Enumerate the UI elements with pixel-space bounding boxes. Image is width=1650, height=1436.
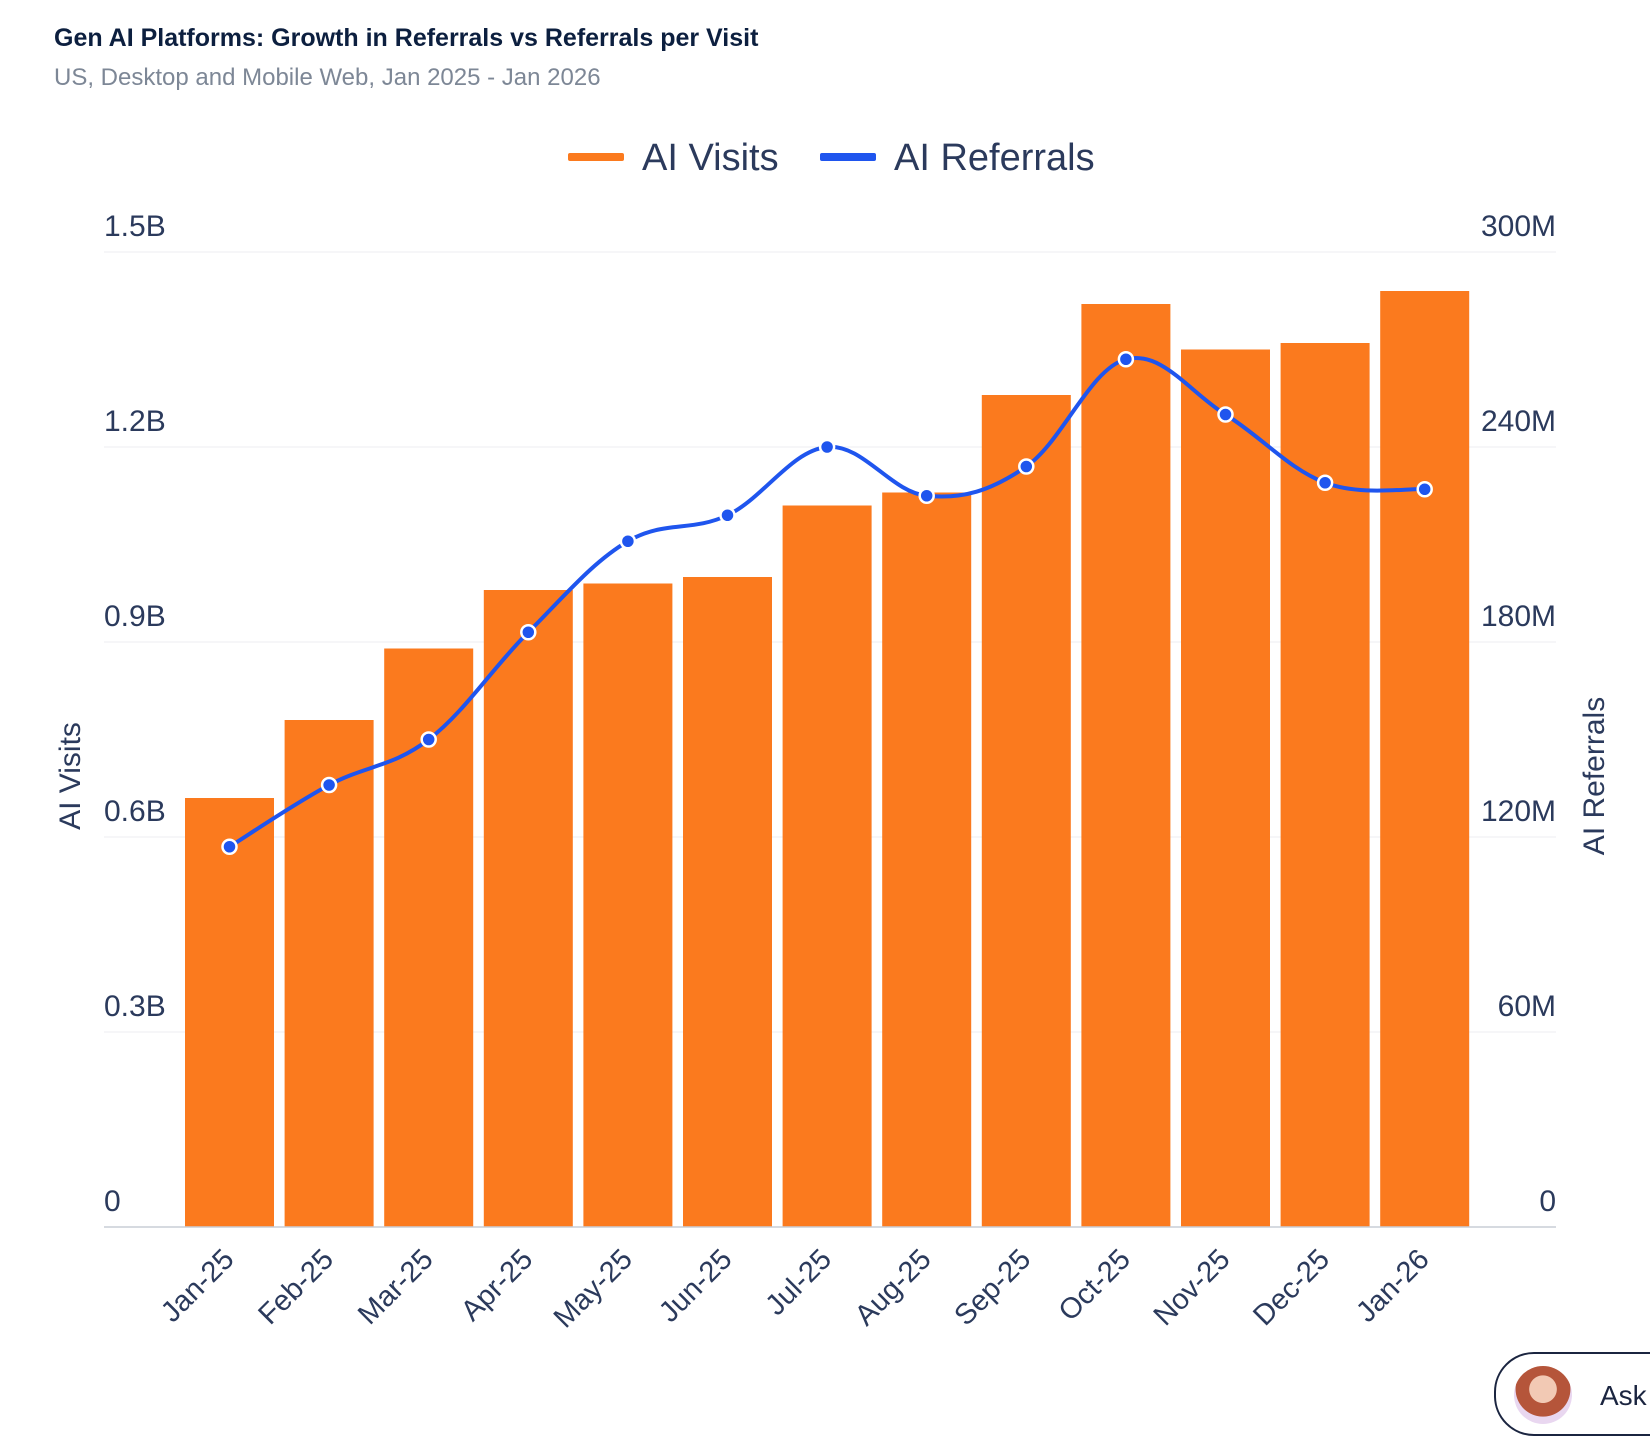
right-tick-label: 240M — [1481, 405, 1556, 438]
x-tick-label: Apr-25 — [455, 1243, 539, 1327]
combo-chart: 0 0 0.3B 60M 0.6B 120M 0.9B 180M 1.2B 240M 1.5B 300… — [54, 137, 1611, 1334]
bar — [981, 395, 1071, 1227]
left-axis-title: AI Visits — [54, 722, 87, 830]
ask-assistant-button[interactable]: Ask — [1494, 1352, 1650, 1436]
x-tick-label: Dec-25 — [1247, 1243, 1336, 1332]
x-tick-label: Oct-25 — [1053, 1243, 1137, 1327]
legend-label-ai-referrals: AI Referrals — [894, 137, 1095, 179]
referrals-point — [1416, 481, 1433, 498]
x-tick-label: Jun-25 — [653, 1243, 738, 1328]
referrals-point — [619, 533, 637, 550]
ask-button-label: Ask — [1600, 1380, 1647, 1411]
bar — [782, 505, 872, 1227]
x-tick-label: Aug-25 — [849, 1243, 938, 1332]
legend: AI Visits AI Referrals — [568, 137, 1095, 179]
x-tick-label: Nov-25 — [1148, 1243, 1237, 1332]
referrals-point — [1316, 474, 1334, 491]
right-tick-label: 60M — [1498, 990, 1556, 1023]
x-tick-label: Jan-26 — [1350, 1243, 1435, 1328]
referrals-point — [320, 776, 338, 794]
left-tick-label: 1.2B — [104, 405, 166, 438]
referrals-point — [520, 624, 537, 641]
x-tick-label: Jul-25 — [760, 1243, 838, 1321]
bar — [882, 492, 972, 1227]
x-tick-label: Feb-25 — [252, 1243, 340, 1331]
x-tick-label: Sep-25 — [948, 1243, 1037, 1332]
bar — [483, 590, 573, 1227]
left-tick-label: 0.3B — [104, 990, 166, 1023]
referrals-point — [719, 507, 736, 524]
bar — [1081, 304, 1171, 1227]
bar-series-ai-visits — [185, 291, 1470, 1227]
left-tick-label: 1.5B — [104, 210, 166, 243]
x-tick-label: Mar-25 — [352, 1243, 440, 1331]
right-tick-label: 120M — [1481, 795, 1556, 828]
legend-swatch-ai-referrals — [820, 153, 876, 161]
referrals-point — [420, 731, 437, 748]
legend-swatch-ai-visits — [568, 153, 624, 161]
bar — [683, 577, 772, 1227]
referrals-point — [1018, 458, 1035, 475]
legend-label-ai-visits: AI Visits — [642, 137, 779, 179]
bar — [284, 720, 374, 1227]
referrals-point — [221, 838, 238, 855]
referrals-point — [818, 438, 836, 456]
right-tick-label: 0 — [1539, 1185, 1556, 1218]
referrals-point — [1217, 406, 1234, 423]
bar — [185, 798, 274, 1227]
bar — [1380, 291, 1470, 1227]
line-series-ai-referrals — [221, 351, 1433, 855]
referrals-point — [1117, 351, 1135, 368]
chart-subtitle: US, Desktop and Mobile Web, Jan 2025 - J… — [54, 64, 601, 91]
right-tick-label: 300M — [1481, 210, 1556, 243]
x-tick-label: Jan-25 — [155, 1243, 240, 1328]
left-tick-label: 0.9B — [104, 600, 166, 633]
chart-title: Gen AI Platforms: Growth in Referrals vs… — [54, 24, 759, 52]
bar — [583, 583, 673, 1227]
left-tick-label: 0.6B — [104, 795, 166, 828]
right-tick-label: 180M — [1481, 600, 1556, 633]
x-tick-label: May-25 — [548, 1243, 639, 1334]
left-tick-label: 0 — [104, 1185, 121, 1218]
referrals-point — [918, 487, 935, 504]
bar — [1181, 349, 1270, 1227]
right-axis-title: AI Referrals — [1578, 697, 1611, 855]
assistant-avatar — [1514, 1366, 1572, 1424]
